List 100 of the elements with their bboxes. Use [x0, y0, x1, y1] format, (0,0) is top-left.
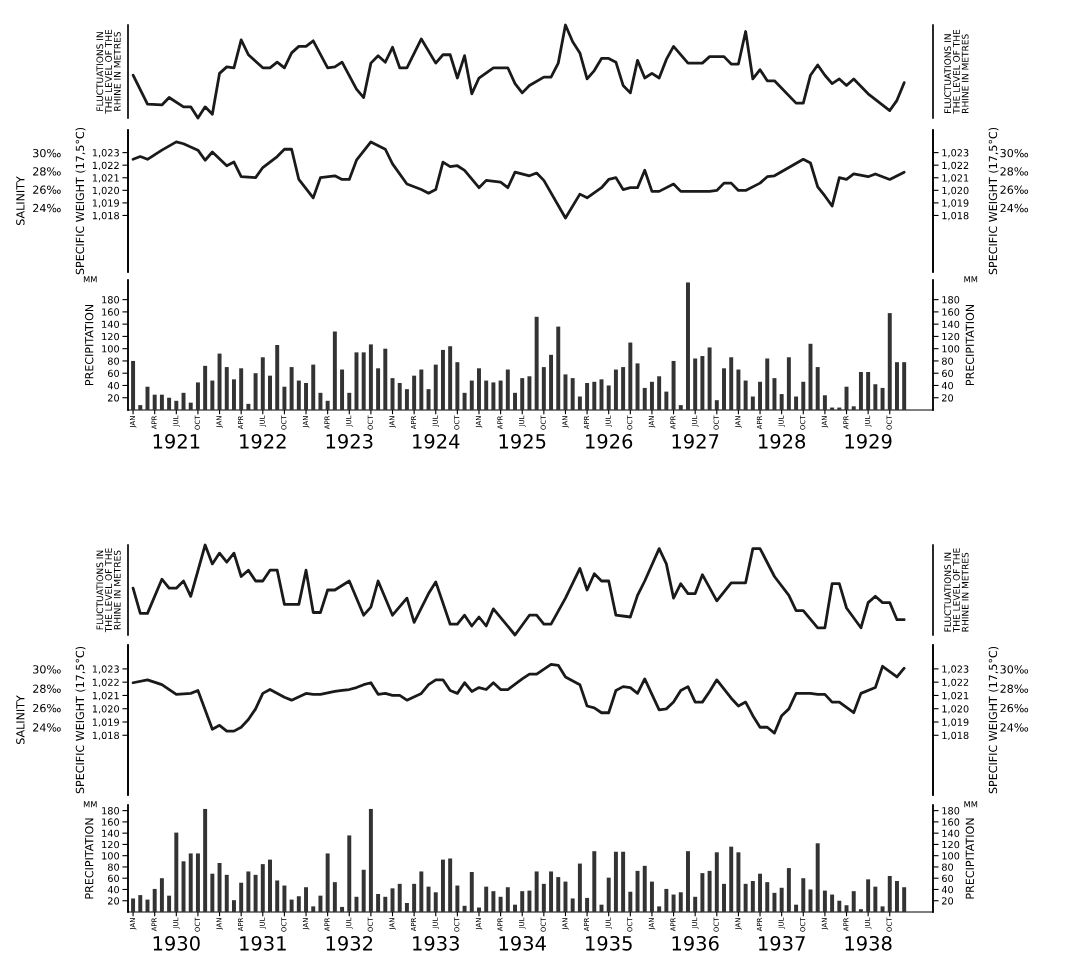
bar	[649, 881, 654, 912]
bar	[354, 896, 359, 912]
bar	[556, 877, 561, 912]
y3-tick-label: 1,021	[92, 174, 119, 183]
bar	[311, 364, 316, 410]
bar	[217, 353, 222, 410]
bar	[513, 904, 517, 912]
bar	[873, 886, 878, 912]
x2-tick-label: 1922	[240, 433, 286, 449]
x2-tick-label: 1930	[153, 935, 200, 951]
bar	[707, 347, 712, 410]
bar	[397, 383, 402, 410]
y-tick-label: 30‰	[33, 665, 61, 674]
y-axis-title: FLUCTUATIONS IN THE LEVEL OF THE RHINE IN METRES	[96, 548, 121, 633]
x2-tick-label: 1937	[759, 935, 805, 951]
bar	[433, 364, 438, 410]
bar	[887, 875, 892, 912]
y-tick-label: 24‰	[33, 203, 61, 213]
text: MM	[83, 276, 97, 283]
bar	[736, 369, 741, 410]
bar	[268, 859, 272, 912]
bar	[368, 808, 373, 912]
bar	[440, 349, 445, 410]
bar	[815, 367, 820, 410]
y2-axis-title: PRECIPITATION	[965, 818, 975, 899]
bar	[635, 363, 640, 410]
bar	[837, 900, 842, 912]
bar	[426, 886, 431, 912]
bar	[426, 389, 431, 410]
bar	[664, 391, 669, 410]
text: 1,022	[942, 161, 969, 171]
bar	[750, 396, 755, 410]
bar	[275, 880, 280, 912]
x2-tick-label: 1936	[672, 935, 719, 951]
text: 1,023	[92, 665, 119, 674]
y-tick-label: 40	[107, 381, 120, 390]
text: MM	[83, 801, 97, 808]
bar	[239, 368, 244, 410]
bar	[167, 895, 172, 912]
y-tick-label: 100	[102, 852, 120, 860]
bar	[260, 357, 265, 410]
bar	[822, 890, 827, 912]
y-tick-label: 26‰	[33, 703, 61, 713]
text: 1,022	[92, 678, 119, 687]
y-tick-label: 120	[102, 332, 120, 341]
bar	[866, 371, 871, 410]
y2-tick-label: 24‰	[1000, 723, 1029, 732]
bar	[902, 887, 907, 912]
bar	[570, 898, 575, 912]
bar	[541, 367, 546, 410]
x2-tick-label: 1924	[413, 433, 460, 449]
y-tick-label: 60	[107, 369, 120, 378]
y2-tick-label: 40	[941, 381, 954, 390]
y-tick-label: 160	[102, 308, 120, 316]
y2-axis-title: FLUCTUATIONS IN THE LEVEL OF THE RHINE IN METRES	[944, 29, 969, 114]
x2-tick-label: 1923	[326, 433, 373, 449]
bar	[484, 380, 489, 410]
y3-tick-label: 1,020	[92, 186, 120, 196]
bar	[880, 906, 885, 912]
bar	[758, 873, 763, 912]
bar	[253, 874, 258, 912]
bar	[332, 882, 337, 912]
bar	[188, 853, 193, 912]
bar	[404, 389, 409, 410]
y3-tick-label: 1,022	[942, 678, 969, 687]
text: 1,018	[942, 211, 969, 221]
bar	[894, 362, 899, 410]
bar	[822, 395, 827, 410]
bar	[585, 897, 590, 912]
bar	[498, 380, 503, 410]
bar	[376, 893, 381, 912]
bar	[779, 394, 784, 410]
bar	[347, 392, 352, 410]
bar	[902, 362, 907, 410]
bar	[383, 348, 388, 410]
bar	[722, 883, 726, 912]
bar	[657, 376, 662, 410]
x2-tick-label: 1934	[499, 935, 546, 951]
bar	[729, 846, 734, 912]
y3-tick-label: 1,020	[942, 705, 969, 714]
text: 1,020	[942, 186, 969, 196]
bar	[642, 865, 647, 912]
bar	[131, 898, 136, 912]
bar	[224, 874, 229, 912]
bar	[570, 378, 575, 410]
x2-tick-label: 1933	[413, 935, 459, 951]
y3-tick-label: 1,019	[92, 199, 119, 208]
bar	[318, 392, 323, 410]
bar	[851, 406, 856, 410]
text: 1,018	[92, 731, 119, 741]
x2-tick-label: 1926	[586, 433, 633, 449]
y2-tick-label: 160	[942, 308, 960, 316]
y3-axis-title: SPECIFIC WEIGHT (17,5°C)	[75, 127, 86, 275]
x2-tick-label: 1938	[845, 935, 892, 951]
line-series	[131, 140, 906, 220]
text: 1,021	[942, 174, 969, 183]
x2-tick-label: 1929	[845, 433, 892, 449]
bar	[440, 859, 445, 912]
text: 1,021	[92, 691, 119, 701]
bar	[383, 896, 388, 912]
